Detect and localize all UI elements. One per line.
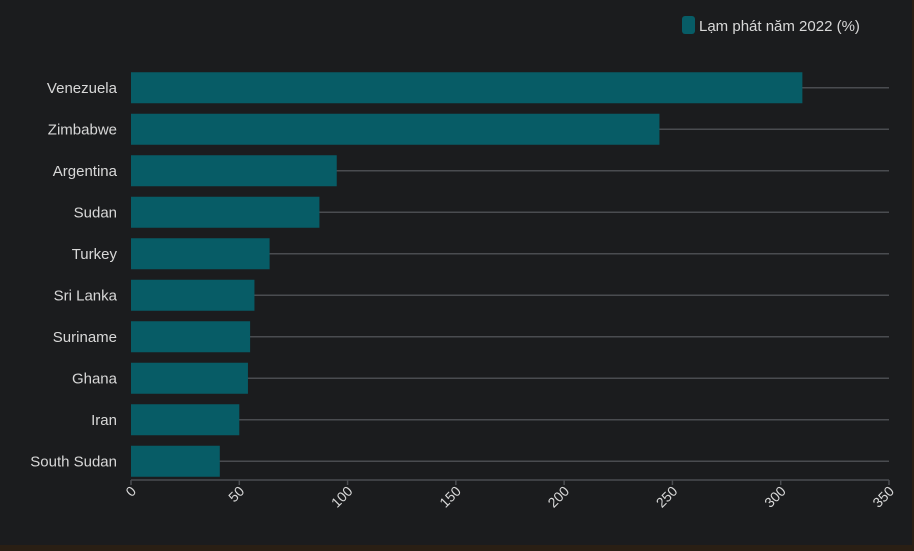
x-tick-label: 0 [122, 483, 139, 500]
legend-swatch [682, 16, 695, 34]
y-tick-label: Zimbabwe [48, 121, 117, 138]
x-tick-label: 350 [869, 483, 897, 511]
y-tick-label: Venezuela [47, 80, 118, 97]
bar[interactable] [131, 362, 248, 394]
y-tick-label: Iran [91, 412, 117, 429]
legend-label: Lạm phát năm 2022 (%) [699, 18, 860, 35]
y-tick-label: Sri Lanka [54, 287, 118, 304]
bar[interactable] [131, 445, 220, 477]
y-tick-label: Turkey [72, 246, 118, 263]
x-tick-label: 150 [436, 483, 464, 511]
x-tick-label: 200 [544, 483, 572, 511]
y-tick-label: Suriname [53, 329, 117, 346]
bar[interactable] [131, 404, 240, 436]
bar[interactable] [131, 238, 270, 270]
x-tick-label: 50 [225, 483, 247, 505]
y-tick-label: Ghana [72, 370, 118, 387]
bar[interactable] [131, 321, 251, 353]
y-tick-label: South Sudan [30, 453, 117, 470]
y-axis-labels: Venezuela Zimbabwe Argentina Sudan Turkey Sri… [30, 80, 117, 471]
x-axis-ticks: 0 50 100 150 200 250 300 350 [122, 480, 897, 511]
bar[interactable] [131, 196, 320, 228]
y-tick-label: Argentina [53, 163, 118, 180]
legend[interactable]: Lạm phát năm 2022 (%) [682, 16, 860, 35]
bar[interactable] [131, 155, 337, 187]
bar[interactable] [131, 72, 803, 104]
x-tick-label: 250 [653, 483, 681, 511]
y-tick-label: Sudan [74, 204, 117, 221]
bars [131, 72, 803, 477]
x-tick-label: 100 [328, 483, 356, 511]
x-tick-label: 300 [761, 483, 789, 511]
bar[interactable] [131, 113, 660, 145]
bar[interactable] [131, 279, 255, 311]
